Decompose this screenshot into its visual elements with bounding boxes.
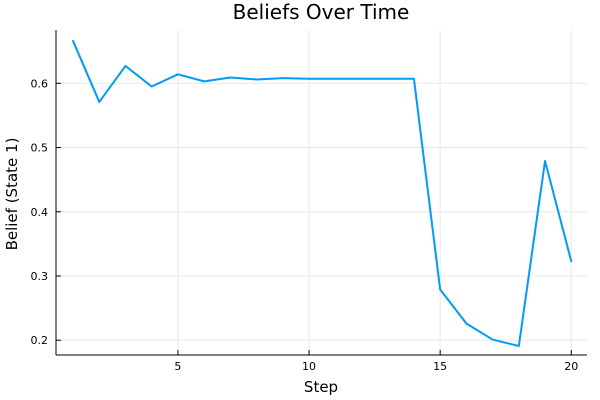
data-point <box>361 78 362 79</box>
chart-title: Beliefs Over Time <box>233 0 410 24</box>
data-point <box>571 261 572 262</box>
data-point <box>177 74 178 75</box>
data-point <box>151 86 152 87</box>
data-point <box>518 346 519 347</box>
data-point <box>545 161 546 162</box>
data-point <box>256 79 257 80</box>
data-point <box>387 78 388 79</box>
data-point <box>99 101 100 102</box>
series-line <box>72 39 573 348</box>
y-axis-label: Belief (State 1) <box>3 138 21 251</box>
data-point <box>309 78 310 79</box>
x-axis-label: Step <box>304 378 338 396</box>
x-tick-label: 15 <box>433 360 447 373</box>
data-point <box>230 77 231 78</box>
x-tick-label: 10 <box>302 360 316 373</box>
data-point <box>466 323 467 324</box>
data-point <box>73 40 74 41</box>
data-point <box>335 78 336 79</box>
x-tick-label: 20 <box>564 360 578 373</box>
data-point <box>125 65 126 66</box>
axes-layer: 5 10 15 20 0.2 0.3 0.4 0.5 0.6 <box>31 30 587 373</box>
y-tick-label: 0.5 <box>31 142 49 155</box>
grid-layer <box>56 30 587 355</box>
data-point <box>282 78 283 79</box>
y-tick-label: 0.6 <box>31 77 49 90</box>
data-point <box>440 289 441 290</box>
data-point <box>413 78 414 79</box>
series-layer <box>72 39 573 348</box>
data-point <box>204 81 205 82</box>
y-tick-label: 0.2 <box>31 334 49 347</box>
y-tick-label: 0.4 <box>31 206 49 219</box>
data-point <box>492 339 493 340</box>
x-tick-label: 5 <box>174 360 181 373</box>
y-tick-label: 0.3 <box>31 270 49 283</box>
